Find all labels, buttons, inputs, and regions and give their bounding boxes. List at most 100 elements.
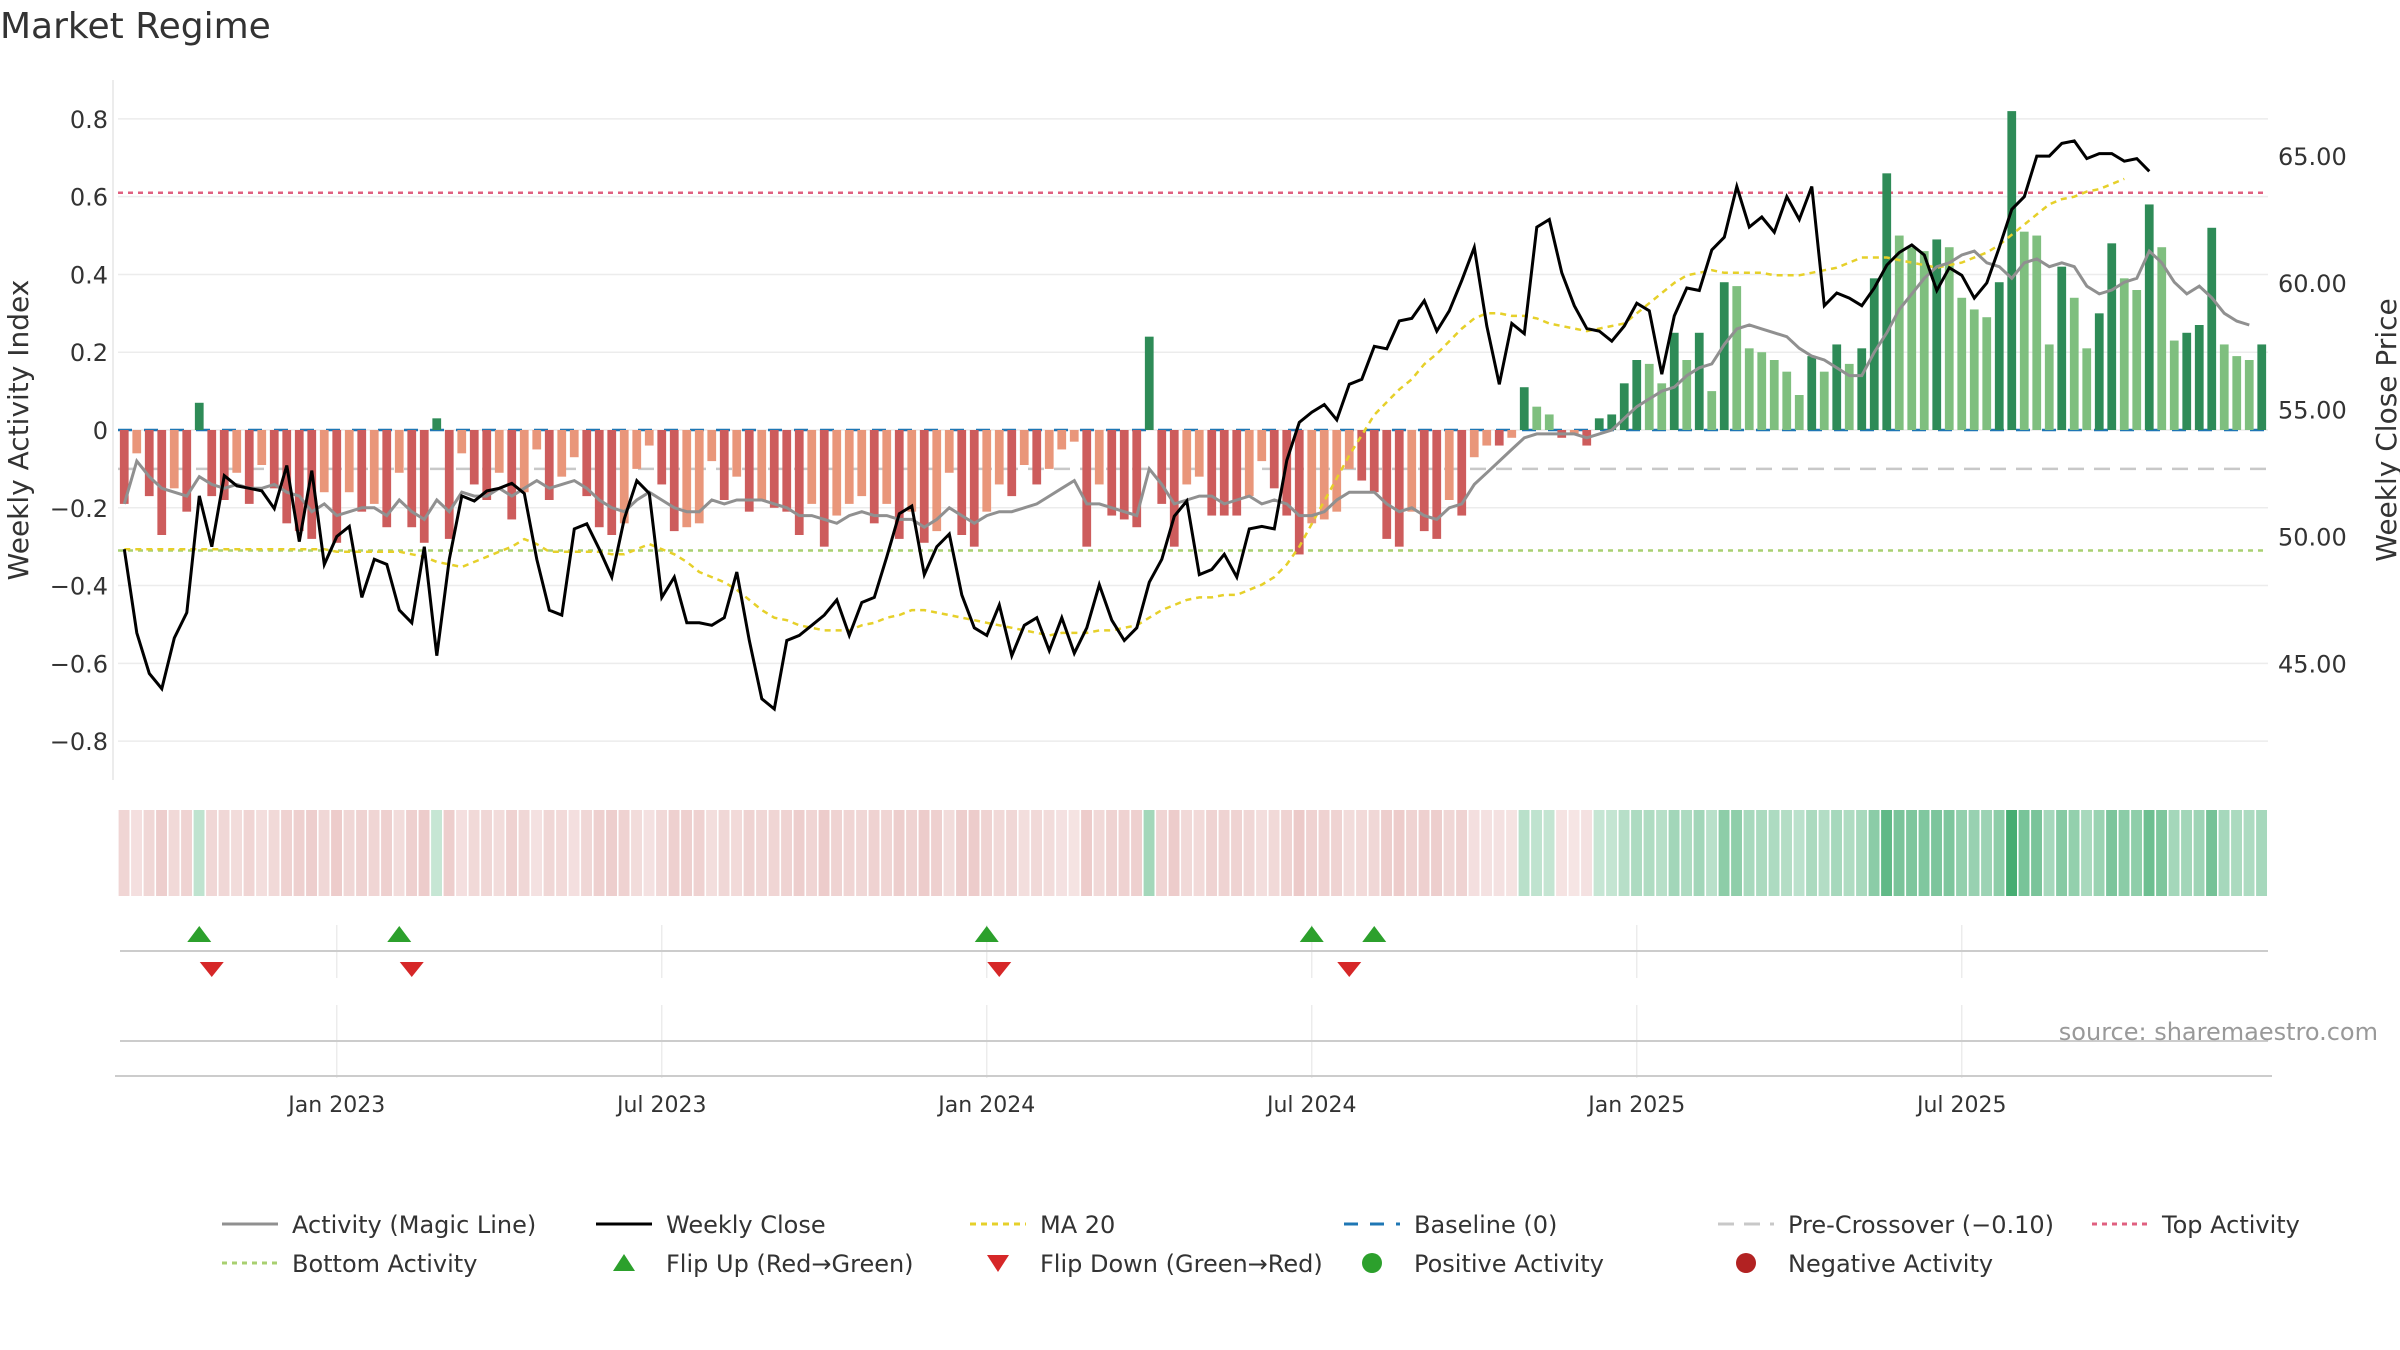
strip-cell bbox=[956, 810, 967, 896]
strip-cell bbox=[1718, 810, 1730, 896]
strip-cell bbox=[1081, 810, 1092, 896]
strip-cell bbox=[2043, 810, 2055, 896]
left-tick-label: 0.2 bbox=[70, 339, 108, 367]
strip-cell bbox=[681, 810, 692, 896]
activity-bar bbox=[732, 430, 742, 477]
flip-up-marker bbox=[974, 926, 999, 942]
activity-bar bbox=[1607, 414, 1617, 430]
strip-cell bbox=[1731, 810, 1742, 896]
source-note: source: sharemaestro.com bbox=[2059, 1018, 2378, 1046]
strip-cell bbox=[1206, 810, 1217, 896]
magic-line bbox=[122, 248, 2250, 529]
strip-cell bbox=[1443, 810, 1455, 896]
strip-cell bbox=[1581, 810, 1592, 896]
activity-bar bbox=[719, 430, 729, 500]
activity-bar bbox=[2257, 344, 2267, 430]
activity-bar bbox=[2019, 231, 2029, 430]
activity-bar bbox=[382, 430, 392, 528]
strip-cell bbox=[568, 810, 580, 896]
left-axis: −0.8 −0.6 −0.4 −0.2 0 0.2 0.4 0.6 0.8 bbox=[50, 80, 114, 780]
activity-bar bbox=[1432, 430, 1442, 539]
activity-bar bbox=[1207, 430, 1217, 516]
activity-bar bbox=[1182, 430, 1192, 485]
activity-bar bbox=[507, 430, 517, 520]
strip-cell bbox=[1756, 810, 1767, 896]
activity-bar bbox=[1319, 430, 1329, 520]
activity-bar bbox=[1682, 360, 1692, 430]
strip-cell bbox=[456, 810, 467, 896]
activity-bar bbox=[1307, 430, 1317, 524]
activity-bar bbox=[132, 430, 142, 454]
activity-bar bbox=[819, 430, 829, 547]
strip-cell bbox=[1856, 810, 1867, 896]
strip-cell bbox=[1268, 810, 1280, 896]
activity-bar bbox=[1844, 363, 1854, 430]
strip-cell bbox=[1993, 810, 2005, 896]
legend-swatch bbox=[1736, 1253, 1756, 1273]
activity-bar bbox=[494, 430, 504, 473]
left-tick-label: 0.8 bbox=[70, 106, 108, 134]
right-tick-label: 60.00 bbox=[2278, 270, 2347, 298]
strip-cell bbox=[1468, 810, 1480, 896]
right-tick-label: 65.00 bbox=[2278, 143, 2347, 171]
strip-cell bbox=[1056, 810, 1067, 896]
strip-cell bbox=[1843, 810, 1855, 896]
strip-cell bbox=[1831, 810, 1842, 896]
activity-bar bbox=[1994, 282, 2004, 430]
strip-cell bbox=[431, 810, 442, 896]
activity-bar bbox=[1757, 352, 1767, 430]
strip-cell bbox=[2193, 810, 2205, 896]
activity-bar bbox=[2007, 111, 2017, 430]
activity-bar bbox=[1132, 430, 1142, 528]
activity-bar bbox=[1369, 430, 1379, 493]
strip-cell bbox=[418, 810, 430, 896]
activity-bar bbox=[657, 430, 667, 485]
strip-cell bbox=[906, 810, 917, 896]
activity-bar bbox=[869, 430, 879, 524]
activity-bar bbox=[1094, 430, 1104, 485]
activity-bar bbox=[707, 430, 717, 462]
activity-bar bbox=[669, 430, 679, 532]
x-tick-label: Jan 2024 bbox=[936, 1093, 1035, 1118]
activity-bar bbox=[407, 430, 417, 528]
right-axis: 45.00 50.00 55.00 60.00 65.00 bbox=[2278, 143, 2347, 678]
strip-cell bbox=[2018, 810, 2030, 896]
left-tick-label: 0 bbox=[93, 417, 108, 445]
activity-bar bbox=[1944, 247, 1954, 430]
strip-cell bbox=[2256, 810, 2267, 896]
activity-bar bbox=[482, 430, 492, 500]
activity-bar bbox=[194, 402, 204, 430]
strip-cell bbox=[2106, 810, 2117, 896]
activity-bar bbox=[432, 418, 442, 430]
series-lines bbox=[122, 139, 2250, 712]
activity-bar bbox=[357, 430, 367, 512]
strip-cell bbox=[193, 810, 205, 896]
strip-cell bbox=[856, 810, 867, 896]
activity-bar bbox=[1407, 430, 1417, 512]
strip-cell bbox=[2143, 810, 2155, 896]
activity-bar bbox=[444, 430, 454, 539]
strip-cell bbox=[1518, 810, 1530, 896]
activity-bar bbox=[2069, 297, 2079, 430]
activity-bar bbox=[1157, 430, 1167, 504]
activity-bar bbox=[1069, 430, 1079, 442]
strip-cell bbox=[968, 810, 980, 896]
strip-cell bbox=[606, 810, 617, 896]
activity-bar bbox=[1857, 348, 1867, 430]
legend-label: Negative Activity bbox=[1788, 1250, 1993, 1278]
activity-bar bbox=[994, 430, 1004, 485]
strip-cell bbox=[556, 810, 567, 896]
strip-cell bbox=[1506, 810, 1517, 896]
activity-bar bbox=[532, 430, 542, 450]
activity-bars bbox=[119, 111, 2267, 555]
strip-cell bbox=[843, 810, 855, 896]
activity-bar bbox=[2194, 325, 2204, 430]
x-tick-label: Jan 2023 bbox=[286, 1093, 385, 1118]
strip-cell bbox=[693, 810, 705, 896]
strip-cell bbox=[981, 810, 992, 896]
strip-cell bbox=[1568, 810, 1580, 896]
strip-cell bbox=[2031, 810, 2042, 896]
strip-cell bbox=[881, 810, 892, 896]
activity-bar bbox=[1482, 430, 1492, 446]
strip-cell bbox=[818, 810, 830, 896]
